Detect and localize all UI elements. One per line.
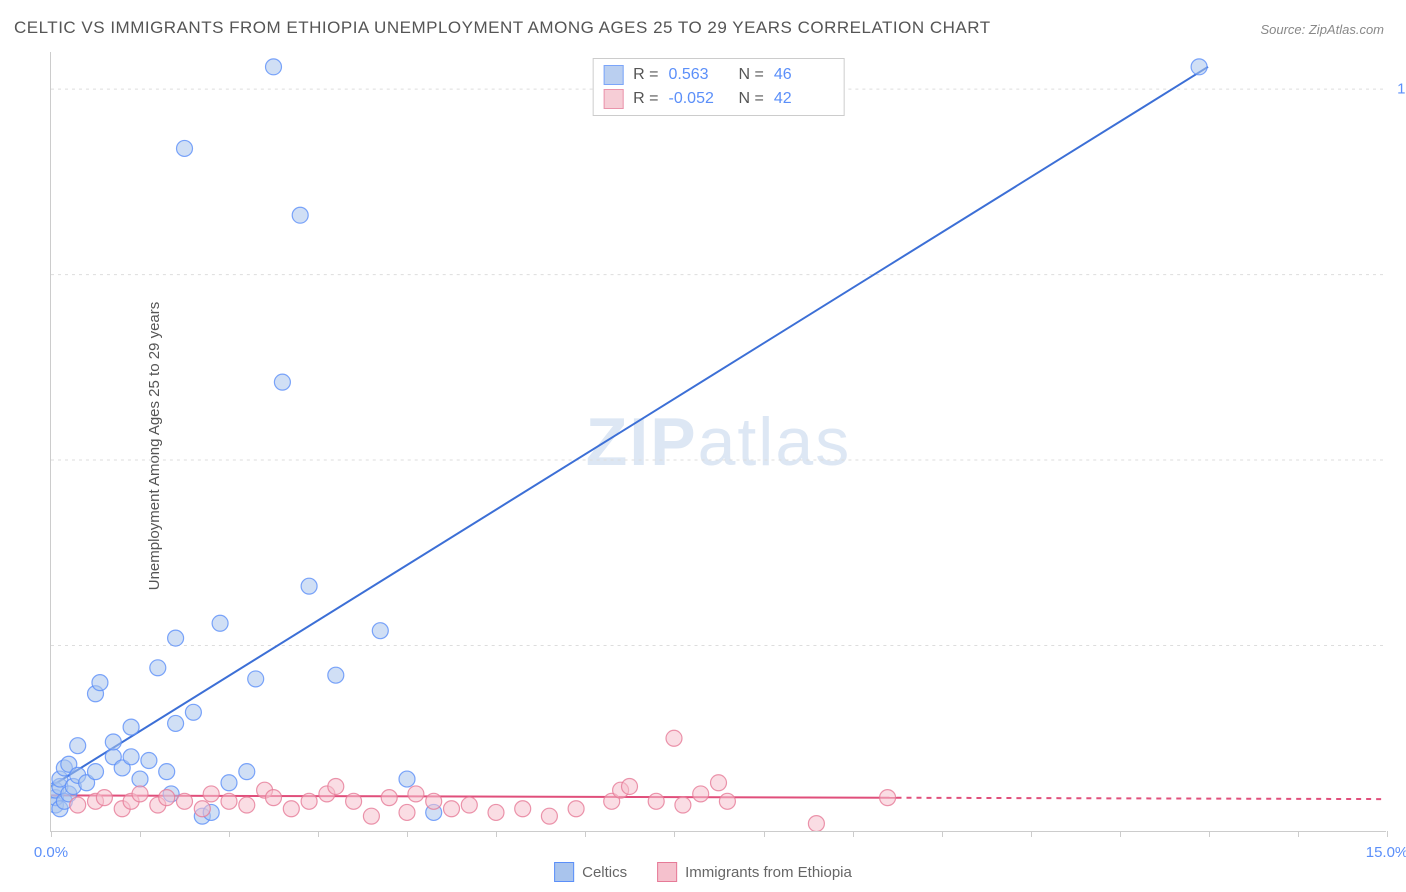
x-tick-mark [674, 831, 675, 837]
stats-r-value-2: -0.052 [669, 90, 729, 108]
bottom-legend: Celtics Immigrants from Ethiopia [554, 862, 852, 882]
x-tick-label: 0.0% [34, 844, 68, 861]
stats-row-2: R = -0.052 N = 42 [603, 87, 834, 111]
x-tick-mark [942, 831, 943, 837]
stats-n-label: N = [739, 90, 764, 108]
x-tick-mark [496, 831, 497, 837]
stats-r-value-1: 0.563 [669, 66, 729, 84]
chart-container: CELTIC VS IMMIGRANTS FROM ETHIOPIA UNEMP… [0, 0, 1406, 892]
x-tick-mark [318, 831, 319, 837]
x-tick-mark [585, 831, 586, 837]
scatter-plot-svg [51, 52, 1386, 831]
legend-item-2: Immigrants from Ethiopia [657, 862, 852, 882]
stats-swatch-1 [603, 65, 623, 85]
stats-box: R = 0.563 N = 46 R = -0.052 N = 42 [592, 58, 845, 116]
legend-label-1: Celtics [582, 864, 627, 881]
legend-label-2: Immigrants from Ethiopia [685, 864, 852, 881]
stats-row-1: R = 0.563 N = 46 [603, 63, 834, 87]
stats-n-value-2: 42 [774, 90, 834, 108]
x-tick-mark [853, 831, 854, 837]
plot-area: ZIPatlas 25.0%50.0%75.0%100.0% 0.0%15.0%… [50, 52, 1386, 832]
x-tick-mark [1298, 831, 1299, 837]
x-tick-mark [51, 831, 52, 837]
x-tick-mark [1031, 831, 1032, 837]
stats-n-value-1: 46 [774, 66, 834, 84]
x-tick-mark [1387, 831, 1388, 837]
legend-swatch-2 [657, 862, 677, 882]
x-tick-mark [764, 831, 765, 837]
x-tick-mark [229, 831, 230, 837]
x-tick-mark [407, 831, 408, 837]
source-label: Source: ZipAtlas.com [1260, 22, 1384, 37]
stats-n-label: N = [739, 66, 764, 84]
x-tick-mark [1120, 831, 1121, 837]
x-tick-mark [140, 831, 141, 837]
chart-title: CELTIC VS IMMIGRANTS FROM ETHIOPIA UNEMP… [14, 18, 991, 38]
x-tick-label: 15.0% [1366, 844, 1406, 861]
x-tick-mark [1209, 831, 1210, 837]
legend-swatch-1 [554, 862, 574, 882]
stats-r-label: R = [633, 66, 658, 84]
stats-swatch-2 [603, 89, 623, 109]
legend-item-1: Celtics [554, 862, 627, 882]
y-tick-label: 100.0% [1397, 81, 1406, 98]
stats-r-label: R = [633, 90, 658, 108]
